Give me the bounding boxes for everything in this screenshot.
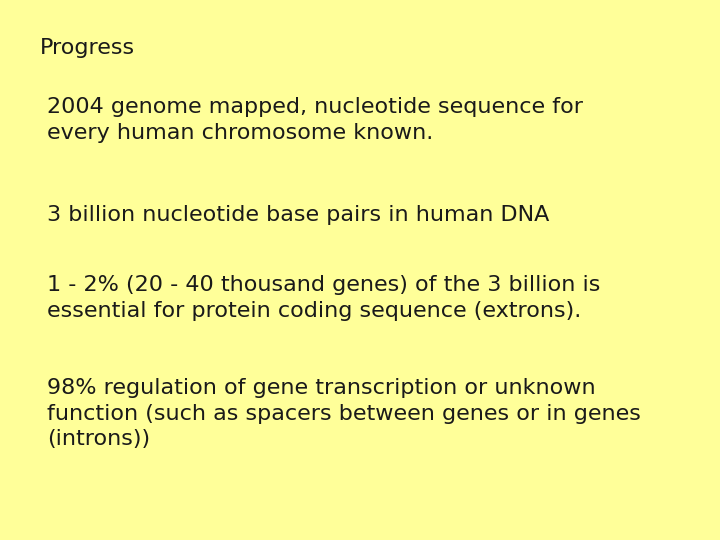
Text: 3 billion nucleotide base pairs in human DNA: 3 billion nucleotide base pairs in human… <box>47 205 549 225</box>
Text: 2004 genome mapped, nucleotide sequence for
every human chromosome known.: 2004 genome mapped, nucleotide sequence … <box>47 97 582 143</box>
Text: 1 - 2% (20 - 40 thousand genes) of the 3 billion is
essential for protein coding: 1 - 2% (20 - 40 thousand genes) of the 3… <box>47 275 600 321</box>
Text: Progress: Progress <box>40 38 135 58</box>
Text: 98% regulation of gene transcription or unknown
function (such as spacers betwee: 98% regulation of gene transcription or … <box>47 378 641 449</box>
